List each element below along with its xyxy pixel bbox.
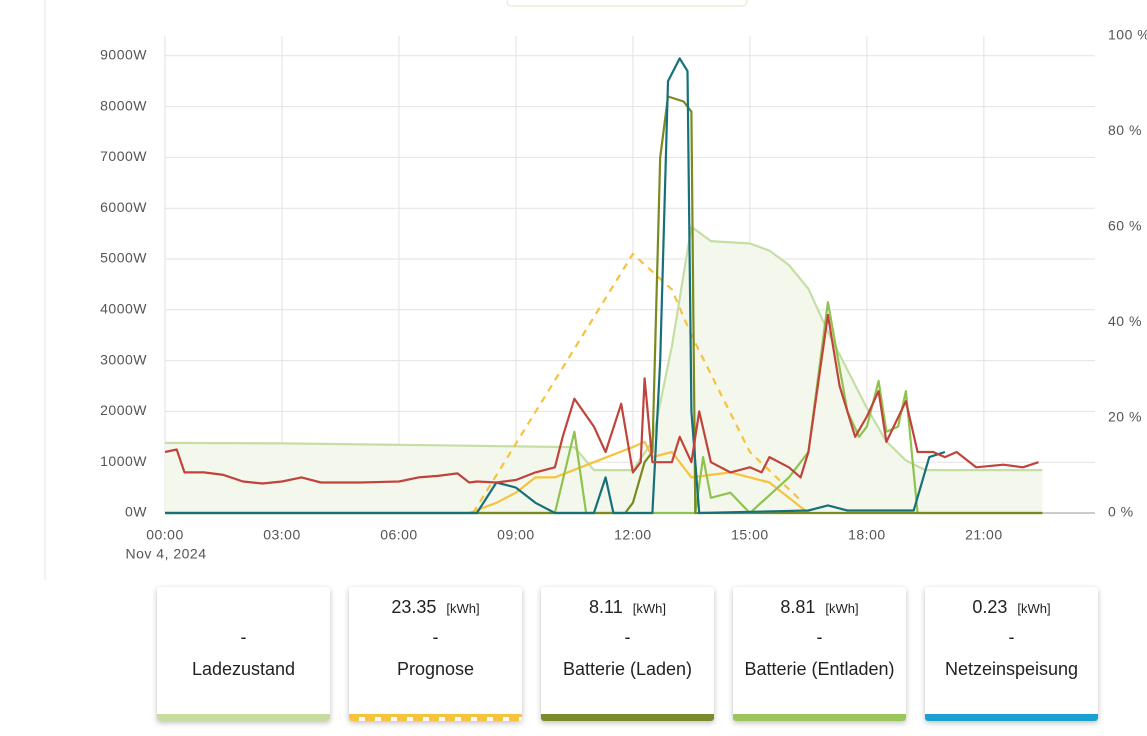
series-line xyxy=(472,252,802,514)
x-tick-label: 03:00 xyxy=(263,527,301,543)
x-tick-label: 09:00 xyxy=(497,527,535,543)
y-tick-label: 3000W xyxy=(100,351,147,367)
y2-tick-label: 0 % xyxy=(1108,504,1134,520)
card-color-bar xyxy=(349,714,522,721)
y-tick-label: 4000W xyxy=(100,301,147,317)
y-tick-label: 2000W xyxy=(100,402,147,418)
y2-tick-label: 100 % xyxy=(1108,27,1147,43)
y2-tick-label: 80 % xyxy=(1108,122,1142,138)
card-label: Netzeinspeisung xyxy=(944,659,1079,679)
card-placeholder: - xyxy=(432,627,439,647)
card-color-bar xyxy=(157,714,330,721)
card-unit: [kWh] xyxy=(632,601,666,616)
card-label: Prognose xyxy=(396,659,475,679)
value-line: 8.81 [kWh] xyxy=(733,597,906,618)
value-line: 0.23 [kWh] xyxy=(925,597,1098,618)
y2-tick-label: 60 % xyxy=(1108,218,1142,234)
x-tick-label: 15:00 xyxy=(731,527,769,543)
y-tick-label: 6000W xyxy=(100,199,147,215)
series-line xyxy=(164,313,1039,485)
card-value: 0.23 xyxy=(972,597,1008,617)
y-tick-label: 7000W xyxy=(100,148,147,164)
summary-card: 8.81 [kWh] - Batterie (Entladen) xyxy=(733,587,906,721)
date-label: Nov 4, 2024 xyxy=(126,546,207,562)
x-tick-label: 12:00 xyxy=(614,527,652,543)
x-tick-label: 21:00 xyxy=(965,527,1003,543)
summary-card: 23.35 [kWh] - Prognose xyxy=(349,587,522,721)
card-color-bar xyxy=(925,714,1098,721)
y2-tick-label: 20 % xyxy=(1108,408,1142,424)
value-line: 8.11 [kWh] xyxy=(541,597,714,618)
card-label: Ladezustand xyxy=(191,659,296,679)
chart: 0W 1000W 2000W 3000W 4000W 5000W 6000W 7000W 800… xyxy=(44,0,1147,580)
x-tick-label: 00:00 xyxy=(146,527,184,543)
y-tick-label: 1000W xyxy=(100,453,147,469)
card-value: 8.81 xyxy=(780,597,816,617)
card-placeholder: - xyxy=(1008,627,1015,647)
card-placeholder: - xyxy=(816,627,823,647)
y-tick-label: 8000W xyxy=(100,97,147,113)
y2-tick-label: 40 % xyxy=(1108,313,1142,329)
summary-card: - Ladezustand xyxy=(157,587,330,721)
series-area xyxy=(165,226,1043,514)
value-line: 23.35 [kWh] xyxy=(349,597,522,618)
y-tick-label: 9000W xyxy=(100,47,147,63)
series-line xyxy=(164,225,1043,472)
card-value: 23.35 xyxy=(391,597,437,617)
y-tick-label: 0W xyxy=(125,504,147,520)
card-label: Batterie (Entladen) xyxy=(744,659,895,679)
series-line xyxy=(165,57,946,515)
card-color-bar xyxy=(733,714,906,721)
card-unit: [kWh] xyxy=(1017,601,1051,616)
card-placeholder: - xyxy=(624,627,631,647)
y-tick-label: 5000W xyxy=(100,250,147,266)
series-line xyxy=(468,440,810,515)
x-tick-label: 18:00 xyxy=(848,527,886,543)
card-unit: [kWh] xyxy=(446,601,480,616)
card-color-bar xyxy=(541,714,714,721)
card-value: 8.11 xyxy=(589,597,623,617)
card-label: Batterie (Laden) xyxy=(562,659,693,679)
x-tick-label: 06:00 xyxy=(380,527,418,543)
top-box xyxy=(506,0,748,7)
series-line xyxy=(165,95,1043,515)
summary-card: 0.23 [kWh] - Netzeinspeisung xyxy=(925,587,1098,721)
summary-card: 8.11 [kWh] - Batterie (Laden) xyxy=(541,587,714,721)
card-unit: [kWh] xyxy=(825,601,859,616)
card-placeholder: - xyxy=(240,627,247,647)
